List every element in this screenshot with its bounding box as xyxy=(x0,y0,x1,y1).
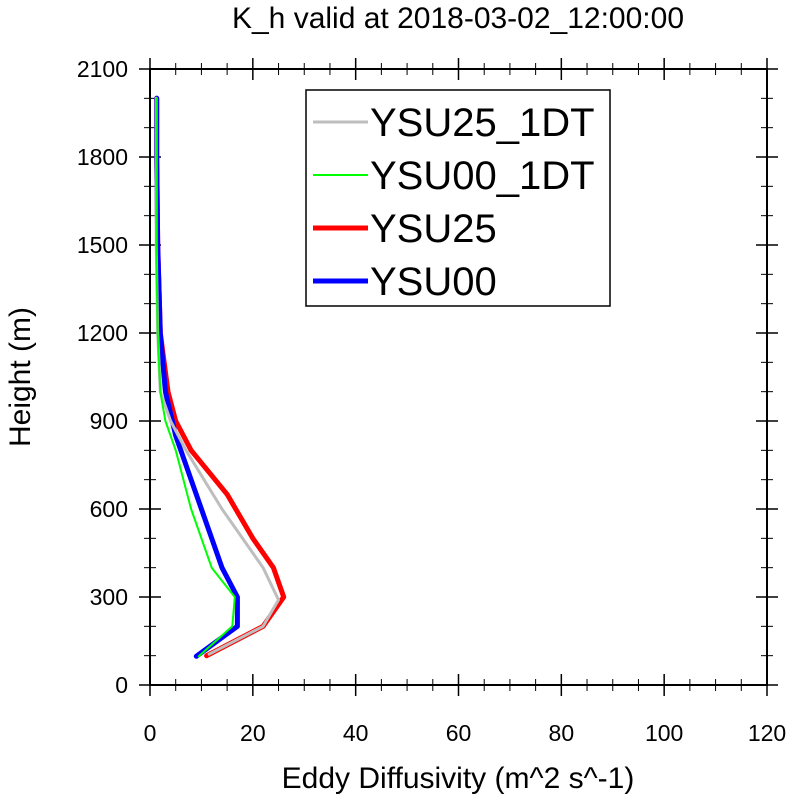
y-tick-label: 300 xyxy=(90,584,128,610)
legend-label: YSU25 xyxy=(370,207,497,251)
x-axis-label: Eddy Diffusivity (m^2 s^-1) xyxy=(282,762,635,795)
x-tick-label: 120 xyxy=(748,720,786,746)
x-tick-label: 0 xyxy=(144,720,157,746)
legend-label: YSU00 xyxy=(370,260,497,304)
y-tick-label: 2100 xyxy=(77,56,128,82)
legend-label: YSU25_1DT xyxy=(370,101,595,145)
x-axis: 0 20 40 60 80 100 120 xyxy=(144,58,786,746)
series-line-ysu00-1dt xyxy=(155,97,236,658)
y-tick-label: 1500 xyxy=(77,232,128,258)
y-tick-label: 900 xyxy=(90,408,128,434)
legend-label: YSU00_1DT xyxy=(370,154,595,198)
y-tick-label: 1200 xyxy=(77,320,128,346)
y-tick-label: 1800 xyxy=(77,144,128,170)
x-tick-label: 100 xyxy=(645,720,683,746)
x-tick-label: 40 xyxy=(343,720,369,746)
series-lines xyxy=(154,95,287,659)
series-line-ysu00 xyxy=(154,95,240,659)
series-line-ysu25-1dt xyxy=(154,96,280,656)
x-tick-label: 60 xyxy=(446,720,472,746)
chart-title: K_h valid at 2018-03-02_12:00:00 xyxy=(232,2,684,35)
x-tick-label: 80 xyxy=(549,720,575,746)
x-tick-label: 20 xyxy=(240,720,266,746)
y-tick-label: 0 xyxy=(115,672,128,698)
y-tick-label: 600 xyxy=(90,496,128,522)
legend: YSU25_1DT YSU00_1DT YSU25 YSU00 xyxy=(305,89,611,307)
y-axis-label: Height (m) xyxy=(4,307,37,447)
y-axis: 0 300 600 900 1200 1500 1800 2100 xyxy=(77,56,778,698)
legend-box xyxy=(305,89,611,307)
